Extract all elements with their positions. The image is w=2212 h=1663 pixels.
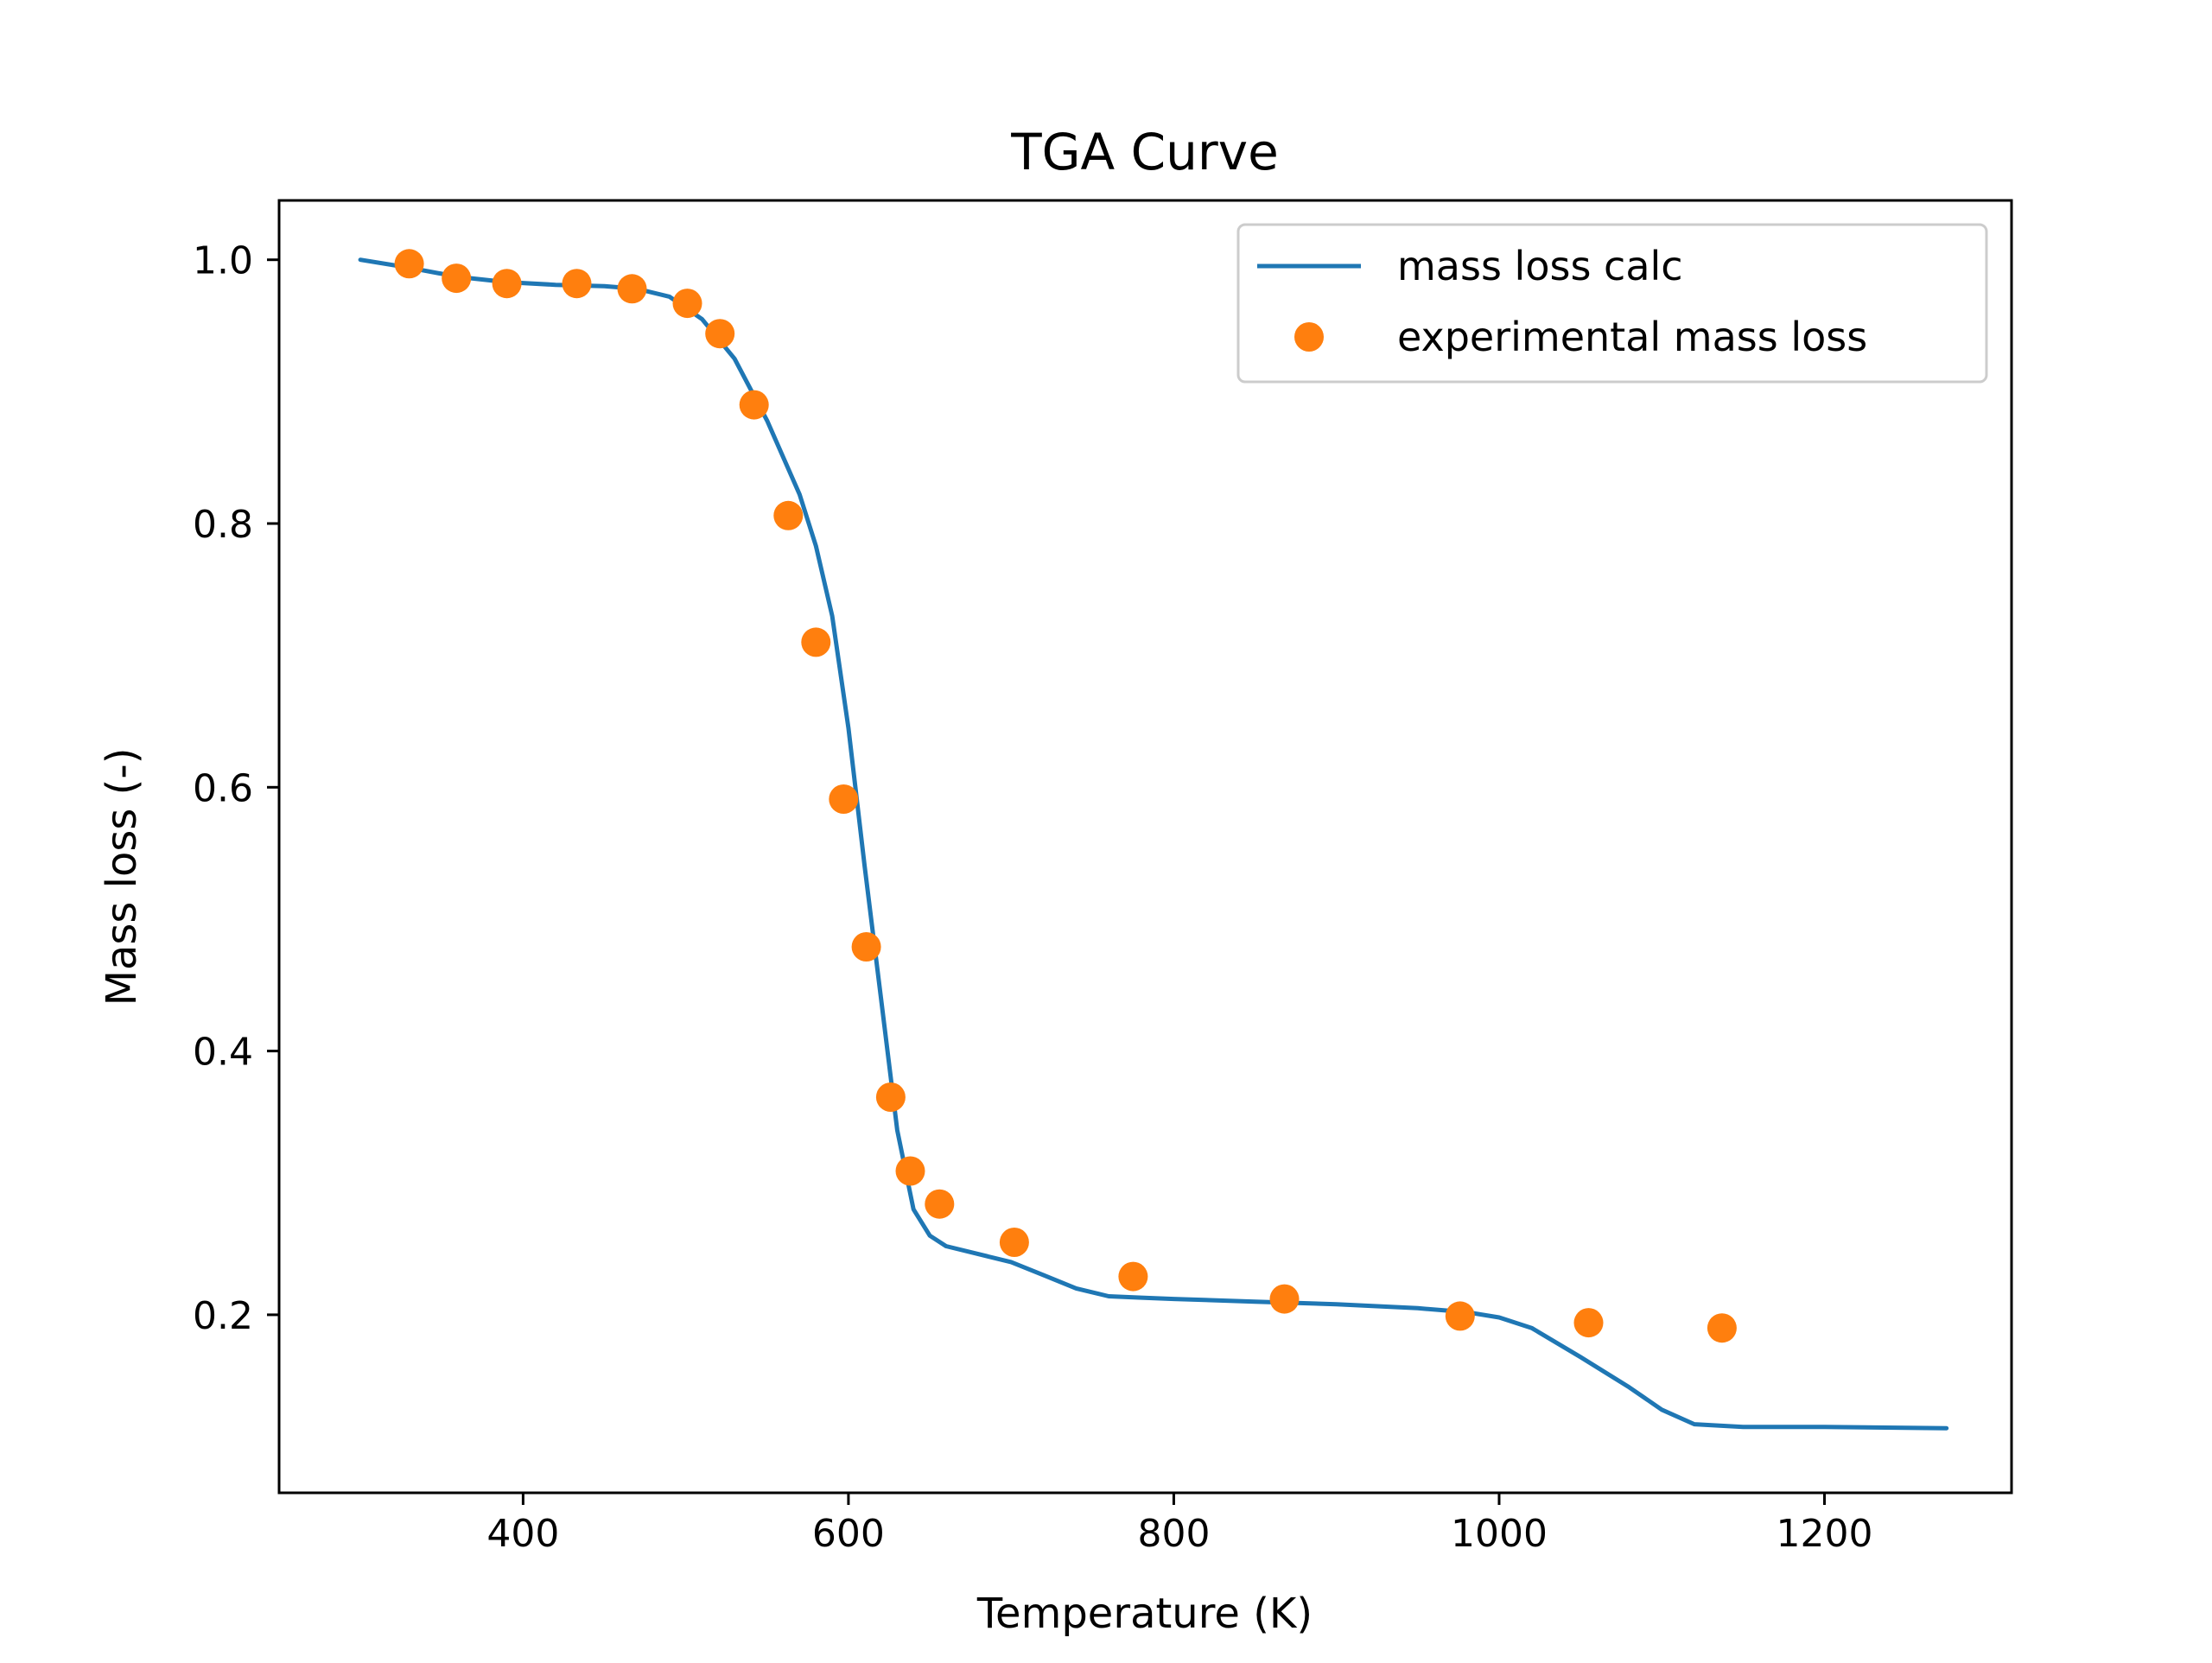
data-point — [773, 500, 804, 530]
legend-label-experimental: experimental mass loss — [1397, 314, 1867, 360]
data-point — [999, 1228, 1029, 1257]
data-point — [492, 269, 522, 299]
data-point — [562, 269, 592, 299]
legend-label-calc: mass loss calc — [1397, 243, 1683, 289]
data-point — [672, 289, 702, 319]
axes-frame — [277, 199, 2013, 1495]
data-point — [1445, 1301, 1475, 1331]
data-point — [1573, 1308, 1604, 1338]
y-tick-label: 0.6 — [193, 766, 253, 810]
y-axis-label: Mass loss (-) — [98, 748, 146, 1006]
data-point — [895, 1156, 925, 1186]
legend: mass loss calc experimental mass loss — [1236, 223, 1988, 384]
x-tick-label: 1000 — [1451, 1512, 1548, 1556]
data-point — [925, 1189, 955, 1219]
data-point — [617, 274, 647, 304]
x-axis-label: Temperature (K) — [976, 1590, 1313, 1638]
chart-title: TGA Curve — [1010, 123, 1279, 181]
data-point — [851, 932, 881, 962]
y-tick-label: 1.0 — [193, 239, 253, 283]
x-tick-label: 400 — [486, 1512, 559, 1556]
y-tick-label: 0.4 — [193, 1031, 253, 1075]
data-point — [739, 390, 769, 420]
y-tick-label: 0.8 — [193, 503, 253, 547]
data-point — [875, 1082, 906, 1112]
data-point — [801, 627, 831, 657]
x-tick-label: 1200 — [1777, 1512, 1873, 1556]
data-point — [829, 784, 859, 814]
data-point — [1269, 1284, 1300, 1314]
data-point — [394, 249, 424, 279]
data-point — [442, 263, 472, 294]
plot-area: 400 600 800 1000 1200 0.2 0.4 0.6 0.8 1.0 — [193, 199, 2013, 1556]
data-point — [705, 319, 735, 349]
series-line-0 — [358, 257, 1949, 1431]
data-point — [1707, 1313, 1737, 1343]
y-tick-label: 0.2 — [193, 1294, 253, 1338]
legend-marker-swatch — [1294, 322, 1324, 352]
data-point — [1118, 1261, 1148, 1292]
x-tick-label: 800 — [1137, 1512, 1210, 1556]
x-tick-label: 600 — [812, 1512, 885, 1556]
legend-box — [1236, 223, 1988, 384]
